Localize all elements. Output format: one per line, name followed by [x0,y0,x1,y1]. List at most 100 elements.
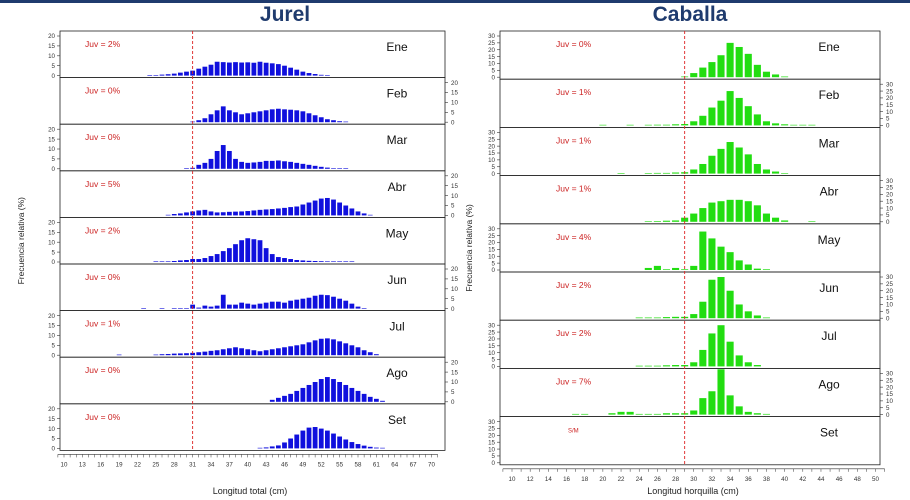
bar-jurel-Ene [147,75,153,76]
y-tick-label-jurel: 5 [52,156,56,163]
bar-jurel-Mar [324,167,330,169]
bar-caballa-Abr [690,213,698,222]
month-label-jurel-Abr: Abr [388,180,407,194]
bar-jurel-Ene [300,71,306,76]
bar-caballa-Jul [635,365,643,367]
x-tick-label-caballa: 46 [836,476,843,483]
bar-jurel-Feb [263,110,269,123]
y-tick-label-caballa: 15 [488,343,495,350]
bar-jurel-Jul [184,353,189,356]
bar-caballa-Ene [771,74,780,78]
y-tick-label-jurel: 10 [48,239,55,246]
bar-jurel-Ago [380,400,385,402]
x-tick-label-caballa: 18 [581,476,588,483]
bar-jurel-Abr [196,210,202,216]
bar-caballa-Jun [735,304,743,319]
bar-jurel-Feb [312,115,318,123]
y-tick-label-jurel: 10 [48,146,55,153]
bar-caballa-Ago [744,411,752,415]
y-tick-label-jurel: 5 [451,389,455,396]
bar-jurel-Abr [331,199,336,216]
y-tick-label-caballa: 0 [492,364,496,371]
bar-jurel-Mar [257,161,263,169]
x-tick-label-jurel: 52 [318,461,325,468]
bar-caballa-May [726,252,734,270]
bar-jurel-Jun [245,303,251,309]
bar-jurel-Ene [159,74,165,76]
y-tick-label-caballa: 15 [886,391,893,398]
bar-jurel-Mar [275,160,281,169]
bar-jurel-Mar [251,162,257,169]
bar-jurel-Jun [239,302,245,309]
y-tick-label-caballa: 20 [488,47,495,54]
bar-caballa-Mar [653,172,661,174]
y-tick-label-caballa: 25 [488,40,495,47]
bar-jurel-Jun [337,298,343,309]
bar-jurel-Jul [220,349,226,356]
bar-jurel-Jul [306,342,312,356]
bar-caballa-Ene [717,55,725,78]
bar-caballa-Ene [753,64,761,78]
bar-jurel-Jun [220,294,226,309]
bar-caballa-Abr [726,199,734,222]
bar-caballa-Feb [662,124,671,126]
y-tick-label-jurel: 20 [48,220,55,227]
bar-caballa-Ago [608,413,616,415]
bar-caballa-Feb [799,124,807,126]
y-tick-label-jurel: 0 [52,259,56,266]
bar-jurel-Jul [275,348,281,356]
bar-jurel-Ago [331,379,336,402]
y-tick-label-jurel: 15 [451,183,458,190]
bar-jurel-Jul [190,352,196,356]
panel-frame-caballa-Set [499,416,881,466]
bar-jurel-Jun [343,300,349,309]
bar-jurel-Feb [294,110,300,123]
y-tick-label-caballa: 30 [488,226,495,233]
bar-caballa-Feb [790,124,798,126]
panel-frame-jurel-Jun [59,263,446,311]
bar-jurel-May [257,240,263,262]
title-jurel: Jurel [259,3,311,26]
bar-caballa-May [662,269,671,270]
bar-jurel-Abr [312,200,318,216]
bar-jurel-Jun [288,300,294,309]
bar-jurel-Ene [269,63,275,76]
bar-jurel-Jul [282,347,287,356]
bar-jurel-Jun [171,308,177,309]
bar-jurel-Ago [324,377,330,402]
bar-jurel-Jul [324,338,330,356]
y-tick-label-caballa: 15 [886,102,893,109]
y-tick-label-caballa: 0 [886,315,890,322]
y-tick-label-jurel: 20 [48,126,55,133]
bar-caballa-Abr [708,202,716,222]
y-tick-label-caballa: 30 [488,322,495,329]
y-tick-label-jurel: 10 [451,100,458,107]
y-tick-label-caballa: 10 [488,350,495,357]
bar-caballa-May [717,246,725,270]
bar-jurel-Feb [337,121,343,123]
bar-jurel-May [306,260,312,262]
x-tick-label-caballa: 24 [636,476,643,483]
bar-jurel-Ago [367,396,373,402]
bar-jurel-Ene [251,62,257,76]
bar-jurel-Jun [263,302,269,309]
bar-caballa-Mar [781,173,789,174]
bar-caballa-Ago [726,395,734,415]
bar-jurel-Jun [226,304,232,309]
panel-frame-jurel-Ago [59,356,446,405]
bar-jurel-Abr [208,211,214,216]
y-tick-label-caballa: 25 [488,329,495,336]
bar-jurel-Ene [208,64,214,76]
y-tick-label-jurel: 5 [52,249,56,256]
bar-caballa-Jun [744,311,752,319]
y-tick-label-jurel: 15 [48,323,55,330]
bar-jurel-Ene [233,62,238,76]
bar-jurel-Jun [324,295,330,309]
bar-caballa-Jun [662,317,671,319]
y-tick-label-caballa: 15 [488,247,495,254]
bar-caballa-Abr [717,201,725,222]
bar-jurel-Jul [269,349,275,356]
y-tick-label-caballa: 30 [886,371,893,378]
bar-jurel-Mar [245,162,251,169]
